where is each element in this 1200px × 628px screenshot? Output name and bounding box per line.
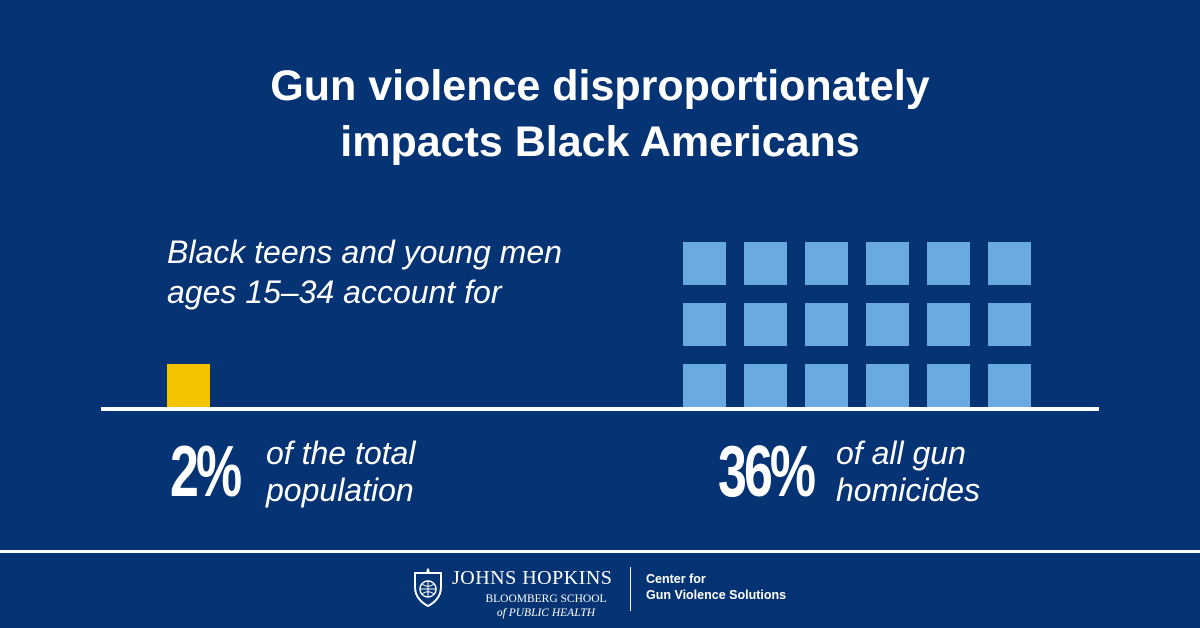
intro-line-2: ages 15–34 account for (167, 274, 502, 310)
homicide-square (988, 242, 1031, 285)
homicide-square (805, 242, 848, 285)
center-line-1: Center for (646, 572, 706, 586)
homicide-square (683, 242, 726, 285)
population-square (167, 364, 210, 407)
institution-name: JOHNS HOPKINS (452, 567, 613, 589)
title-line-1: Gun violence disproportionately (270, 62, 930, 110)
footer-divider-line (0, 550, 1200, 553)
homicide-square (805, 303, 848, 346)
center-line-2: Gun Violence Solutions (646, 588, 787, 602)
intro-line-1: Black teens and young men (167, 234, 562, 270)
homicide-square (744, 303, 787, 346)
intro-text: Black teens and young men ages 15–34 acc… (167, 232, 647, 312)
homicide-square (866, 303, 909, 346)
title-line-2: impacts Black Americans (340, 118, 860, 166)
homicide-square (927, 364, 970, 407)
homicide-square (683, 303, 726, 346)
homicide-square (988, 303, 1031, 346)
homicide-square (683, 364, 726, 407)
homicide-square (744, 364, 787, 407)
homicide-desc-line-1: of all gun (836, 435, 966, 471)
homicide-square (744, 242, 787, 285)
school-name: BLOOMBERG SCHOOL of PUBLIC HEALTH (466, 592, 626, 620)
population-stat: 2% of the total population (170, 432, 415, 512)
homicide-square (866, 242, 909, 285)
school-line-2: of PUBLIC HEALTH (496, 607, 596, 619)
homicide-square (805, 364, 848, 407)
homicide-square (927, 303, 970, 346)
homicide-square (927, 242, 970, 285)
homicide-description: of all gun homicides (836, 435, 980, 509)
population-percent: 2% (170, 432, 242, 512)
population-description: of the total population (266, 435, 415, 509)
homicide-percent: 36% (718, 432, 816, 512)
homicide-square (988, 364, 1031, 407)
center-name: Center for Gun Violence Solutions (646, 571, 786, 603)
homicide-stat: 36% of all gun homicides (718, 432, 980, 512)
homicide-square (866, 364, 909, 407)
footer: JOHNS HOPKINS BLOOMBERG SCHOOL of PUBLIC… (0, 553, 1200, 628)
school-line-1: BLOOMBERG SCHOOL (485, 593, 607, 605)
population-desc-line-2: population (266, 472, 414, 508)
population-desc-line-1: of the total (266, 435, 416, 471)
page-title: Gun violence disproportionately impacts … (0, 58, 1200, 170)
jhu-shield-icon (414, 568, 442, 607)
logo-divider (630, 567, 631, 611)
homicide-desc-line-2: homicides (836, 472, 981, 508)
chart-baseline (101, 407, 1099, 411)
